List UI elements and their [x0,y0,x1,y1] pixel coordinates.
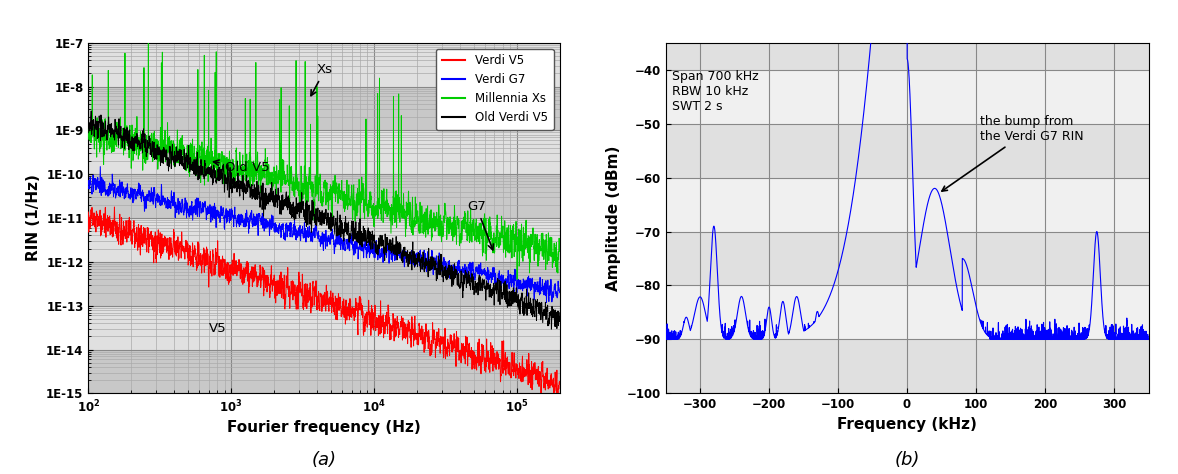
Y-axis label: RIN (1/Hz): RIN (1/Hz) [26,174,40,262]
Text: (b): (b) [894,450,920,468]
Bar [88,218,560,262]
Legend: Verdi V5, Verdi G7, Millennia Xs, Old Verdi V5: Verdi V5, Verdi G7, Millennia Xs, Old Ve… [436,48,554,130]
Bar [88,262,560,306]
X-axis label: Fourier frequency (Hz): Fourier frequency (Hz) [227,420,421,436]
Bar [666,178,1149,231]
Text: G7: G7 [468,201,494,250]
Bar [88,349,560,393]
Text: the bump from
the Verdi G7 RIN: the bump from the Verdi G7 RIN [942,115,1083,191]
Text: (a): (a) [311,450,337,468]
Text: Old V5: Old V5 [213,160,270,174]
Bar [666,70,1149,124]
Bar [666,43,1149,70]
Text: Xs: Xs [311,64,333,96]
Text: V5: V5 [209,322,226,335]
Text: Span 700 kHz
RBW 10 kHz
SWT 2 s: Span 700 kHz RBW 10 kHz SWT 2 s [673,70,759,113]
Bar [666,339,1149,393]
X-axis label: Frequency (kHz): Frequency (kHz) [838,417,977,432]
Bar [666,231,1149,285]
Bar [666,285,1149,339]
Bar [88,43,560,87]
Bar [88,306,560,349]
Y-axis label: Amplitude (dBm): Amplitude (dBm) [605,146,621,291]
Bar [88,130,560,174]
Bar [88,174,560,218]
Bar [88,87,560,130]
Bar [666,124,1149,178]
